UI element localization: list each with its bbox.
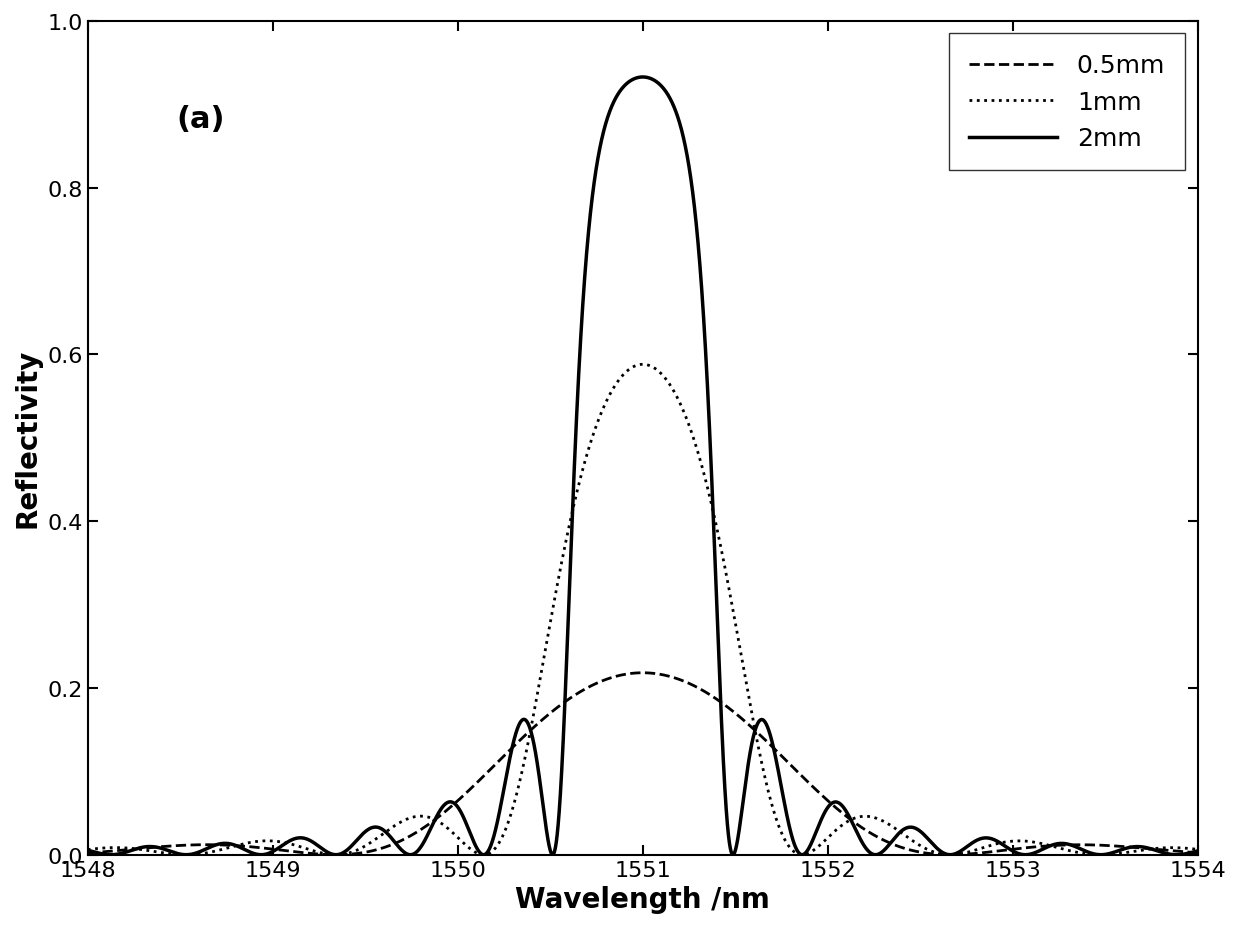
2mm [635,72,650,83]
Line: 2mm: 2mm [88,78,1198,855]
X-axis label: Wavelength /nm: Wavelength /nm [516,885,770,913]
2mm [316,844,331,856]
1mm [942,849,957,860]
1mm [316,848,331,859]
2mm [146,841,161,852]
Legend: 0.5mm, 1mm, 2mm: 0.5mm, 1mm, 2mm [950,34,1185,171]
0.5mm [316,849,331,860]
2mm [1169,849,1184,860]
Text: (a): (a) [176,105,226,134]
2mm [900,822,915,833]
0.5mm [146,842,161,853]
1mm [1190,844,1205,855]
2mm [1190,845,1205,857]
2mm [579,252,594,263]
1mm [579,451,594,463]
Line: 1mm: 1mm [88,365,1198,855]
1mm [146,845,161,857]
2mm [1158,848,1173,859]
0.5mm [81,847,95,858]
0.5mm [942,849,957,860]
0.5mm [635,667,650,679]
1mm [1158,843,1173,854]
0.5mm [211,839,226,850]
1mm [211,844,226,856]
2mm [211,839,226,850]
2mm [81,844,95,856]
1mm [81,844,95,856]
0.5mm [900,844,915,855]
1mm [900,832,915,844]
Y-axis label: Reflectivity: Reflectivity [14,349,42,527]
0.5mm [1190,847,1205,858]
0.5mm [1158,844,1173,856]
1mm [635,360,650,371]
0.5mm [579,683,594,694]
Line: 0.5mm: 0.5mm [88,673,1198,855]
